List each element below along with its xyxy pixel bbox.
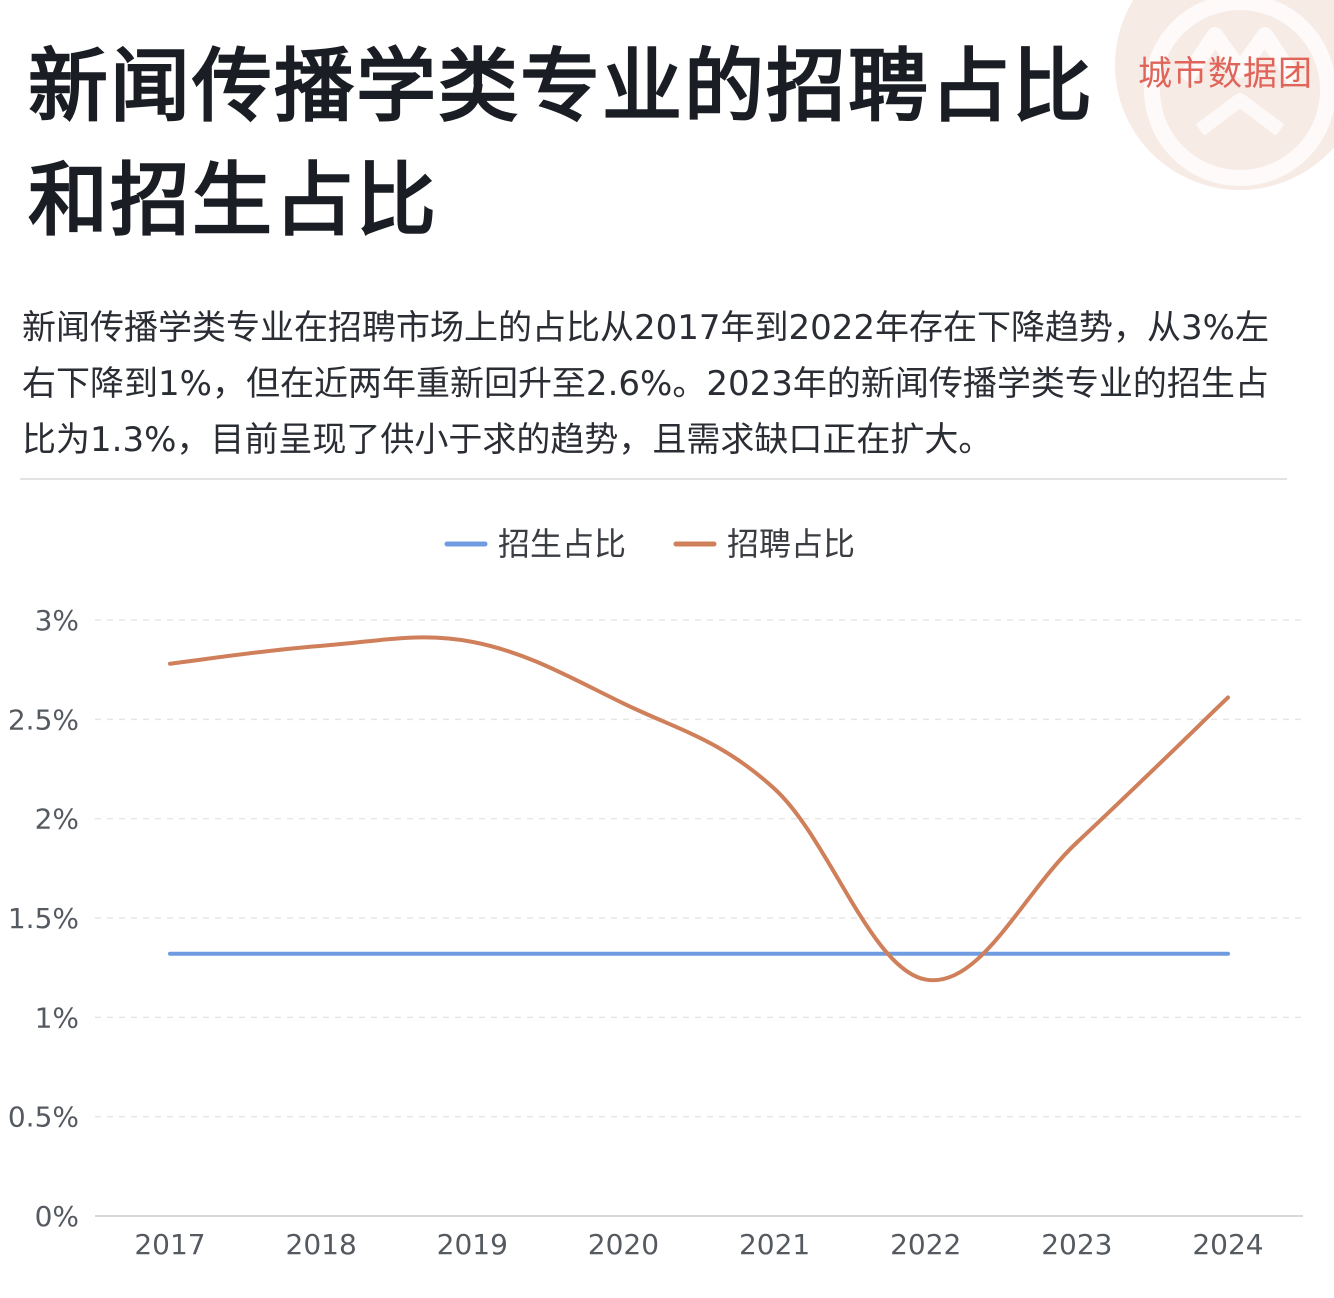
y-tick-label: 3%: [35, 604, 79, 637]
x-tick-label: 2018: [286, 1228, 357, 1261]
x-tick-label: 2021: [739, 1228, 810, 1261]
y-tick-label: 1.5%: [8, 902, 79, 935]
divider: [20, 478, 1287, 480]
y-tick-label: 0%: [35, 1200, 79, 1233]
x-tick-label: 2024: [1192, 1228, 1263, 1261]
line-chart: 招生占比 招聘占比 0%0.5%1%1.5%2%2.5%3% 2017 2018 20…: [8, 525, 1303, 1261]
logo-mark-icon: [1144, 0, 1334, 186]
page-title: 新闻传播学类专业的招聘占比和招生占比: [28, 40, 1094, 247]
x-tick-label: 2020: [588, 1228, 659, 1261]
y-tick-label: 2.5%: [8, 703, 79, 736]
brand-logo: [1115, 0, 1334, 190]
x-tick-label: 2023: [1041, 1228, 1112, 1261]
y-tick-label: 0.5%: [8, 1101, 79, 1134]
x-axis: 2017 2018 2019 2020 2021 2022 2023 2024: [134, 1228, 1263, 1261]
series-line-1: [168, 635, 1230, 983]
legend-label: 招聘占比: [727, 525, 855, 563]
brand-name: 城市数据团: [1138, 54, 1313, 94]
x-tick-label: 2022: [890, 1228, 961, 1261]
legend-item-1[interactable]: 招聘占比: [673, 525, 855, 563]
x-tick-label: 2019: [437, 1228, 508, 1261]
chart-legend: 招生占比 招聘占比: [444, 525, 855, 563]
x-tick-label: 2017: [134, 1228, 205, 1261]
legend-label: 招生占比: [498, 525, 626, 563]
chart-grid: [95, 619, 1303, 1217]
chart-series: [168, 635, 1230, 983]
y-tick-label: 2%: [35, 803, 79, 836]
legend-item-0[interactable]: 招生占比: [444, 525, 626, 563]
description-text: 新闻传播学类专业在招聘市场上的占比从2017年到2022年存在下降趋势，从3%左…: [22, 308, 1269, 460]
y-tick-label: 1%: [35, 1001, 79, 1034]
y-axis: 0% 0.5% 1% 1.5% 2% 2.5% 3%: [8, 604, 79, 1233]
header: 新闻传播学类专业的招聘占比和招生占比 城市数据团: [0, 0, 1334, 260]
